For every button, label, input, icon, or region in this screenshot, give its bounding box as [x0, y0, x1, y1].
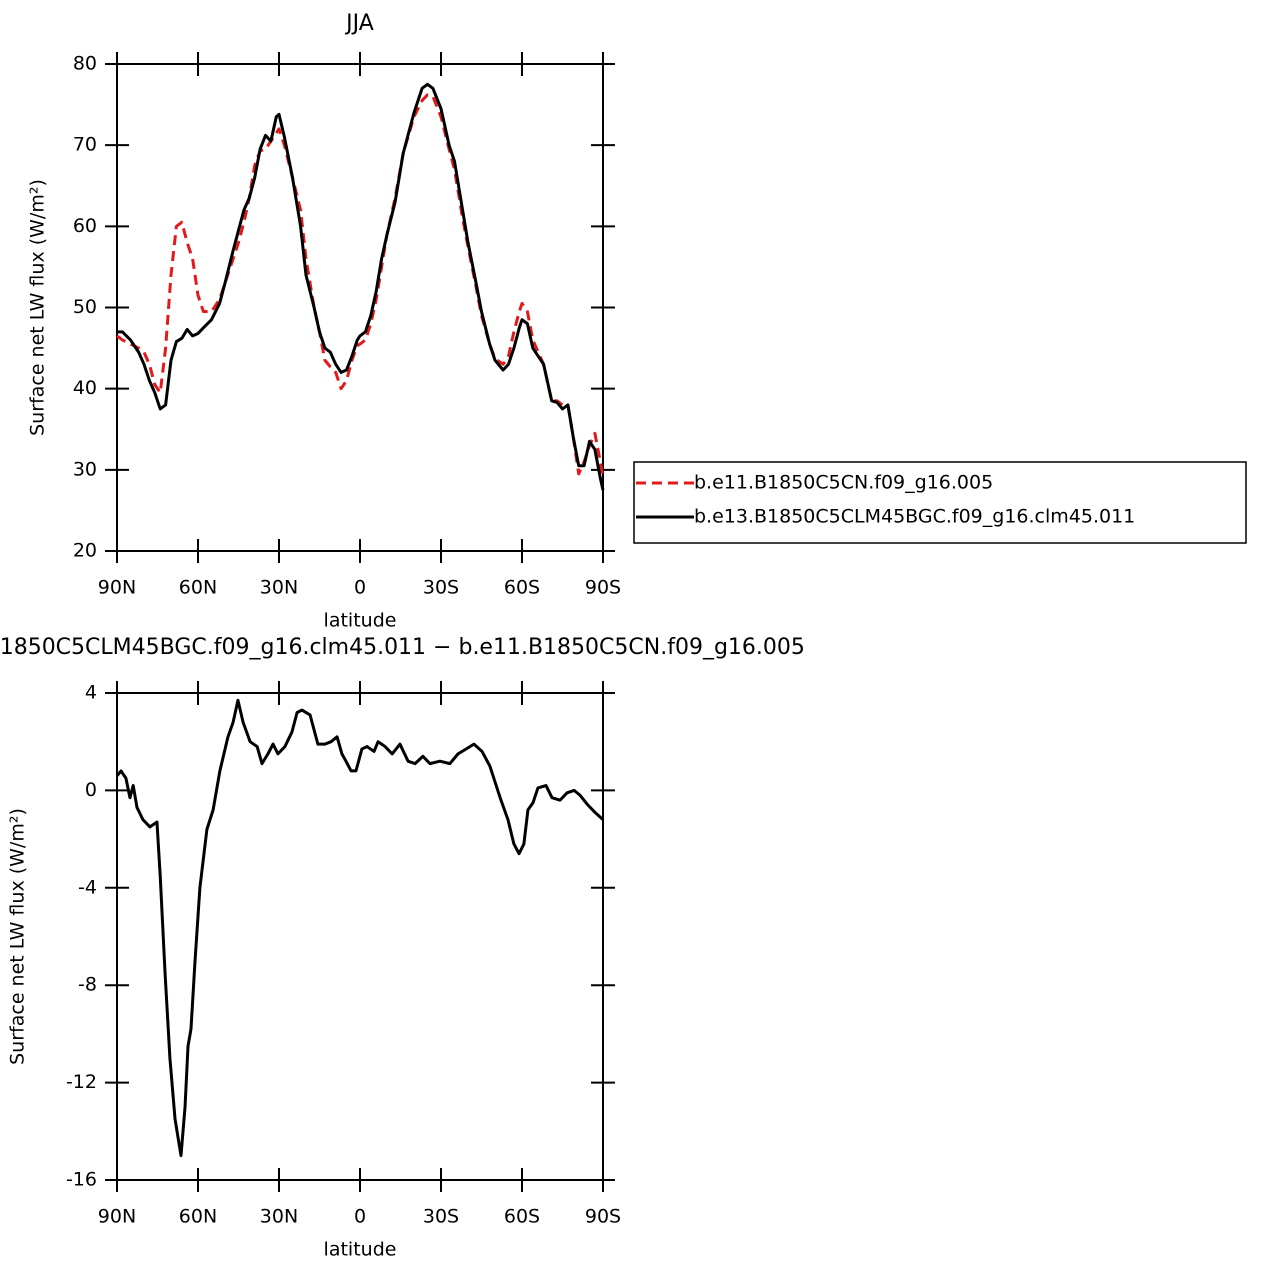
y-tick-label: 40	[73, 377, 97, 399]
x-axis-label: latitude	[324, 1239, 397, 1261]
data-line	[117, 82, 605, 491]
y-tick-label: 80	[73, 53, 97, 75]
y-tick-label: -12	[66, 1071, 97, 1093]
y-axis-label: Surface net LW flux (W/m²)	[27, 179, 49, 436]
x-tick-label: 30S	[423, 577, 459, 599]
y-tick-label: 20	[73, 540, 97, 562]
x-tick-label: 0	[354, 577, 366, 599]
y-tick-label: -16	[66, 1169, 97, 1191]
x-tick-label: 90N	[98, 1206, 136, 1228]
legend-label: b.e11.B1850C5CN.f09_g16.005	[694, 472, 993, 494]
chart-title: b.e13.B1850C5CLM45BGC.f09_g16.clm45.011 …	[0, 635, 805, 660]
x-tick-label: 60S	[504, 1206, 540, 1228]
y-axis-label: Surface net LW flux (W/m²)	[7, 808, 29, 1065]
legend-box	[633, 461, 1247, 544]
y-tick-label: 50	[73, 296, 97, 318]
y-tick-label: 60	[73, 215, 97, 237]
x-tick-label: 30N	[260, 1206, 298, 1228]
x-axis-label: latitude	[324, 610, 397, 632]
plot-frame	[116, 692, 604, 1181]
y-tick-label: 70	[73, 134, 97, 156]
x-tick-label: 60N	[179, 1206, 217, 1228]
x-tick-label: 0	[354, 1206, 366, 1228]
y-tick-label: 30	[73, 458, 97, 480]
x-tick-label: 30S	[423, 1206, 459, 1228]
x-tick-label: 60S	[504, 577, 540, 599]
y-tick-label: 0	[85, 779, 97, 801]
y-tick-label: 4	[85, 682, 97, 704]
chart-title: JJA	[344, 11, 374, 36]
x-tick-label: 90N	[98, 577, 136, 599]
x-tick-label: 90S	[585, 577, 621, 599]
y-tick-label: -8	[78, 974, 97, 996]
x-tick-label: 60N	[179, 577, 217, 599]
y-tick-label: -4	[78, 876, 97, 898]
x-tick-label: 90S	[585, 1206, 621, 1228]
data-line	[115, 698, 605, 1158]
x-tick-label: 30N	[260, 577, 298, 599]
data-line	[116, 93, 605, 479]
legend-label: b.e13.B1850C5CLM45BGC.f09_g16.clm45.011	[694, 506, 1135, 528]
plot-frame	[116, 63, 604, 552]
